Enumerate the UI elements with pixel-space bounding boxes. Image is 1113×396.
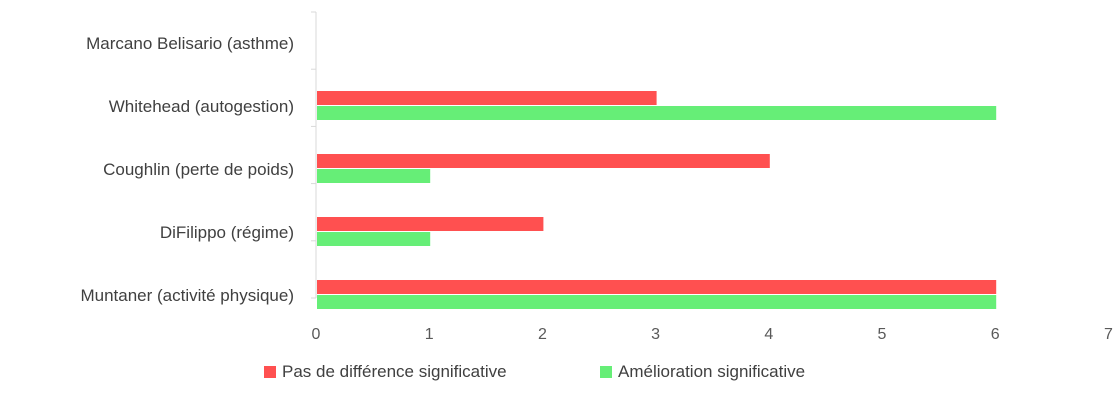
- x-tick-label: 5: [878, 326, 887, 343]
- legend-swatch: [600, 366, 612, 378]
- bar: [317, 232, 431, 246]
- legend: Pas de différence significative Améliorat…: [264, 362, 805, 381]
- category-label: Coughlin (perte de poids): [103, 160, 294, 179]
- x-tick-label: 0: [312, 326, 321, 343]
- x-tick-label: 3: [651, 326, 660, 343]
- category-label: Whitehead (autogestion): [109, 97, 294, 116]
- axis-layer: [311, 11, 317, 299]
- bar: [317, 295, 997, 309]
- x-tick-label: 2: [538, 326, 547, 343]
- x-tick-label: 7: [1104, 326, 1113, 343]
- bar: [317, 169, 431, 183]
- category-label: Marcano Belisario (asthme): [86, 34, 294, 53]
- bar: [317, 106, 997, 120]
- x-tick-label: 1: [425, 326, 434, 343]
- bar: [317, 154, 770, 168]
- bar: [317, 217, 544, 231]
- x-tick-label: 6: [991, 326, 1000, 343]
- legend-label: Pas de différence significative: [282, 362, 507, 381]
- bars-layer: [317, 91, 997, 309]
- labels-layer: Marcano Belisario (asthme) Whitehead (aut…: [80, 34, 1112, 343]
- category-label: Muntaner (activité physique): [80, 286, 294, 305]
- x-tick-label: 4: [764, 326, 773, 343]
- bar: [317, 280, 997, 294]
- legend-label: Amélioration significative: [618, 362, 805, 381]
- bar: [317, 91, 657, 105]
- legend-swatch: [264, 366, 276, 378]
- category-label: DiFilippo (régime): [160, 223, 294, 242]
